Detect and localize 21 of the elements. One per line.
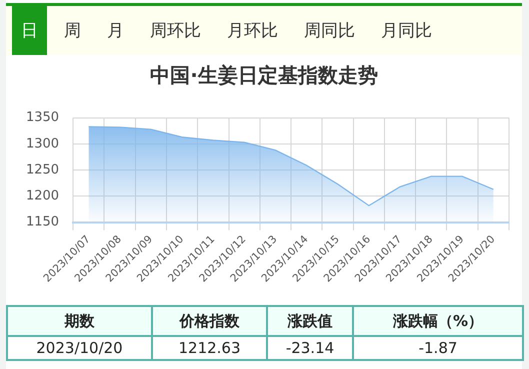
y-tick-label: 1200 bbox=[26, 188, 60, 204]
text: 月 bbox=[106, 20, 125, 43]
text: 1212.63 bbox=[152, 336, 267, 360]
text: 价格指数 bbox=[152, 306, 267, 336]
text: 2023/10/20 bbox=[7, 336, 152, 360]
text: 周 bbox=[63, 20, 82, 43]
text: 月同比 bbox=[380, 20, 433, 43]
y-tick-label: 1250 bbox=[26, 162, 60, 178]
text: -23.14 bbox=[267, 336, 353, 360]
y-tick-label: 1350 bbox=[26, 110, 60, 126]
text: 期数 bbox=[7, 306, 152, 336]
text: 涨跌值 bbox=[267, 306, 353, 336]
text: 月环比 bbox=[226, 20, 279, 43]
text: 涨跌幅（%） bbox=[353, 306, 523, 336]
chart-title: 中国·生姜日定基指数走势 bbox=[149, 62, 379, 89]
text: 周环比 bbox=[149, 20, 202, 43]
y-tick-label: 1150 bbox=[26, 214, 60, 230]
text: 周同比 bbox=[303, 20, 356, 43]
text: 日 bbox=[12, 6, 47, 55]
text: -1.87 bbox=[353, 336, 523, 360]
y-tick-label: 1300 bbox=[26, 136, 60, 152]
